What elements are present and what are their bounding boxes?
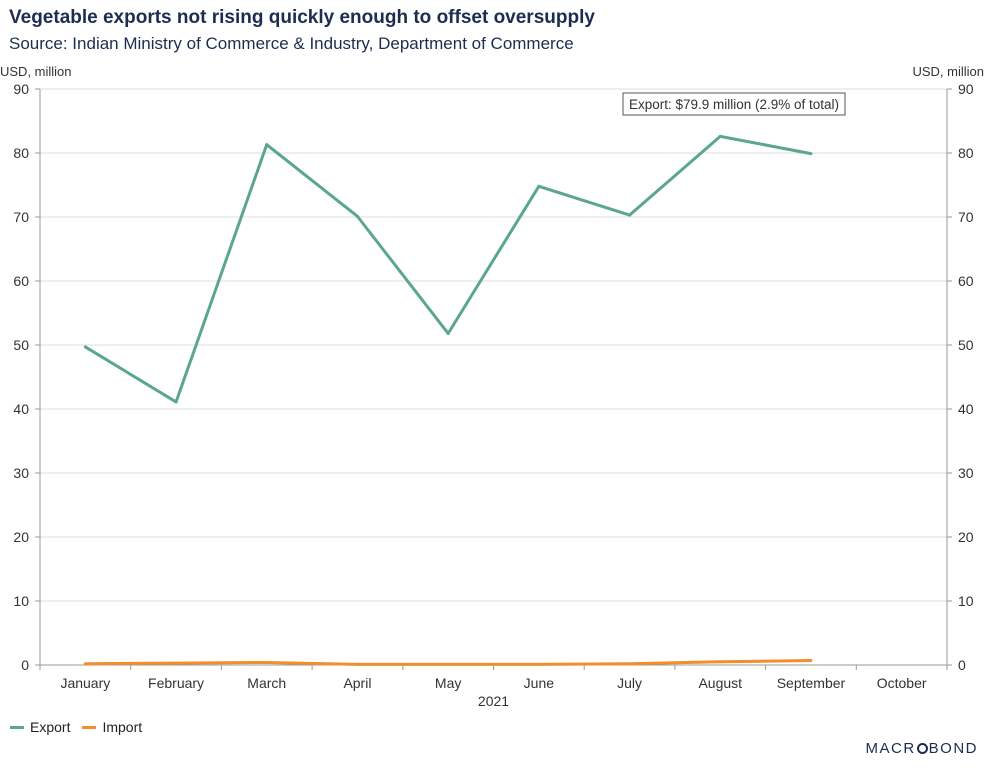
xtick-label-august: August (698, 675, 742, 691)
xtick-label-february: February (148, 675, 204, 691)
logo-text-start: MACR (865, 740, 916, 757)
ytick-label-left-20: 20 (13, 529, 29, 545)
data-point-import-september (809, 659, 813, 663)
line-chart: 0 0 10 10 20 20 30 30 40 40 50 50 60 60 70 70 80 80 90 90 Ja… (0, 64, 984, 709)
chart-title: Vegetable exports not rising quickly eno… (9, 7, 595, 28)
xtick-label-april: April (343, 675, 371, 691)
data-point-import-march (265, 660, 269, 664)
data-point-import-july (628, 662, 632, 666)
y-axis-unit-right: USD, million (912, 64, 984, 79)
ytick-label-left-30: 30 (13, 465, 29, 481)
ytick-label-left-10: 10 (13, 593, 29, 609)
ytick-label-left-90: 90 (13, 81, 29, 97)
ytick-label-left-60: 60 (13, 273, 29, 289)
data-point-import-january (83, 662, 87, 666)
xtick-label-july: July (617, 675, 642, 691)
ytick-label-right-70: 70 (958, 209, 974, 225)
series-line-export (84, 134, 812, 404)
logo-o-icon (916, 743, 928, 754)
xtick-label-june: June (524, 675, 555, 691)
ytick-label-left-0: 0 (21, 657, 29, 673)
ytick-label-right-50: 50 (958, 337, 974, 353)
chart-subtitle: Source: Indian Ministry of Commerce & In… (9, 34, 574, 53)
xtick-label-january: January (60, 675, 110, 691)
ytick-label-right-10: 10 (958, 593, 974, 609)
data-point-export-april (355, 214, 359, 218)
legend-label-import: Import (102, 719, 143, 735)
xtick-label-october: October (877, 675, 927, 691)
data-point-export-february (174, 400, 178, 404)
y-axis-unit-left: USD, million (0, 64, 72, 79)
ytick-label-right-80: 80 (958, 145, 974, 161)
data-point-export-september (809, 152, 813, 156)
xtick-label-may: May (435, 675, 461, 691)
data-point-export-march (265, 143, 269, 147)
legend-item-export: Export (10, 719, 70, 735)
legend-label-export: Export (30, 719, 71, 735)
ytick-label-right-40: 40 (958, 401, 974, 417)
legend-swatch-export (10, 725, 24, 729)
ytick-label-right-90: 90 (958, 81, 974, 97)
x-axis-year-label: 2021 (478, 693, 509, 709)
ytick-label-right-20: 20 (958, 529, 974, 545)
data-point-export-june (537, 184, 541, 188)
ytick-label-left-50: 50 (13, 337, 29, 353)
data-point-export-july (628, 213, 632, 217)
ytick-label-left-80: 80 (13, 145, 29, 161)
data-point-export-august (718, 134, 722, 138)
xtick-label-september: September (777, 675, 846, 691)
legend-item-import: Import (82, 719, 142, 735)
data-point-import-april (355, 662, 359, 666)
data-point-import-february (174, 661, 178, 665)
ytick-label-left-40: 40 (13, 401, 29, 417)
macrobond-logo: MACR BOND (865, 740, 978, 757)
xtick-label-march: March (247, 675, 286, 691)
logo-text-end: BOND (928, 740, 978, 757)
ytick-label-right-0: 0 (958, 657, 966, 673)
data-point-import-may (446, 662, 450, 666)
annotation-box (622, 92, 846, 116)
ytick-label-right-60: 60 (958, 273, 974, 289)
legend-swatch-import (82, 725, 97, 729)
data-point-import-august (718, 660, 722, 664)
data-point-export-january (83, 345, 87, 349)
ytick-label-left-70: 70 (13, 209, 29, 225)
ytick-label-right-30: 30 (958, 465, 974, 481)
data-point-import-june (537, 662, 541, 666)
legend: Export Import (10, 719, 142, 735)
annotation-label: Export: $79.9 million (2.9% of total) (629, 97, 839, 112)
data-point-export-may (446, 331, 450, 335)
